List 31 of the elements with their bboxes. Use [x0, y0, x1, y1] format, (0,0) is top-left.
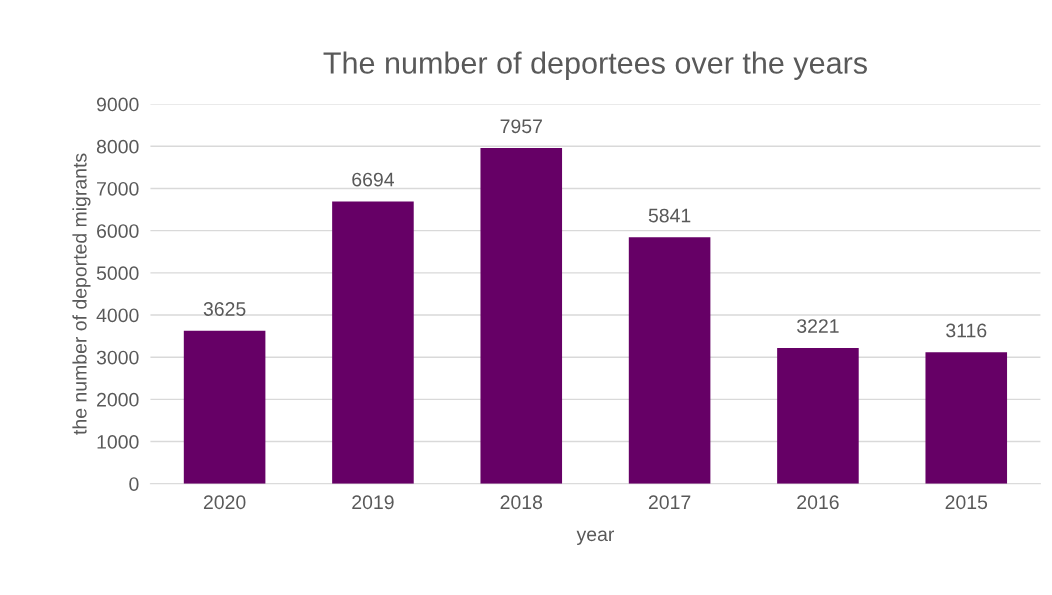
y-tick-label: 5000	[96, 266, 139, 281]
x-axis-title: year	[576, 530, 615, 545]
x-tick-label: 2019	[352, 495, 394, 510]
bar	[777, 347, 859, 484]
x-tick-label: 2018	[500, 495, 543, 510]
data-label: 3116	[946, 323, 987, 338]
data-label: 6694	[352, 172, 394, 187]
y-axis-title: the number of deported migrants	[72, 153, 91, 435]
bar	[628, 237, 711, 484]
data-label: 7957	[500, 119, 542, 134]
y-tick-label: 3000	[96, 350, 139, 365]
data-label: 3221	[797, 319, 839, 333]
bar	[332, 201, 414, 484]
x-tick-label: 2016	[797, 495, 839, 510]
y-tick-label: 9000	[96, 97, 139, 112]
y-tick-label: 7000	[97, 181, 139, 196]
y-tick-label: 1000	[97, 435, 139, 449]
x-tick-label: 2020	[203, 495, 246, 510]
data-label: 3625	[203, 302, 246, 316]
x-tick-label: 2015	[945, 495, 988, 510]
bar	[925, 352, 1008, 484]
y-tick-label: 0	[129, 477, 139, 491]
y-tick-label: 4000	[96, 308, 139, 323]
chart-title: The number of deportees over the years	[323, 51, 867, 80]
y-tick-label: 2000	[97, 392, 139, 407]
data-label: 5841	[648, 208, 691, 223]
bar	[480, 148, 563, 484]
y-tick-label: 8000	[96, 139, 139, 154]
x-tick-label: 2017	[648, 495, 691, 510]
y-tick-label: 6000	[97, 224, 139, 238]
bar	[183, 330, 266, 484]
